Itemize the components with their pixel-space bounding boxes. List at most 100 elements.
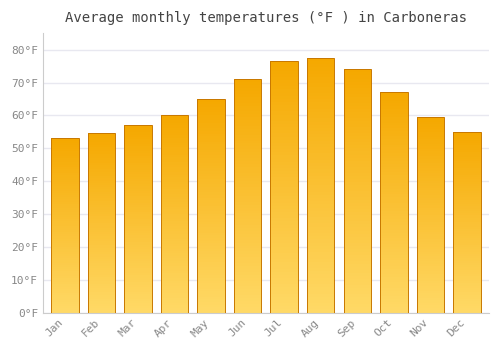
Bar	[380, 307, 407, 310]
Bar	[124, 128, 152, 130]
Bar	[234, 146, 262, 149]
Bar	[344, 282, 371, 285]
Bar	[416, 247, 444, 249]
Bar	[270, 237, 298, 240]
Bar	[234, 94, 262, 97]
Bar	[88, 263, 115, 266]
Bar	[88, 181, 115, 183]
Bar	[51, 241, 78, 243]
Bar	[454, 267, 480, 270]
Bar	[88, 225, 115, 228]
Bar	[161, 239, 188, 241]
Bar	[198, 147, 225, 150]
Bar	[234, 126, 262, 129]
Bar	[380, 244, 407, 246]
Bar	[124, 310, 152, 313]
Bar	[234, 79, 262, 82]
Bar	[416, 183, 444, 186]
Bar	[124, 275, 152, 278]
Bar	[416, 264, 444, 266]
Bar	[380, 169, 407, 172]
Bar	[124, 153, 152, 156]
Bar	[88, 203, 115, 205]
Bar	[307, 303, 334, 306]
Bar	[416, 227, 444, 230]
Bar	[161, 187, 188, 189]
Bar	[270, 155, 298, 159]
Bar	[198, 182, 225, 184]
Bar	[307, 309, 334, 313]
Bar	[270, 287, 298, 290]
Bar	[380, 293, 407, 296]
Bar	[454, 310, 480, 313]
Bar	[234, 254, 262, 257]
Bar	[344, 200, 371, 203]
Bar	[416, 134, 444, 136]
Bar	[344, 94, 371, 97]
Bar	[124, 184, 152, 186]
Bar	[198, 126, 225, 128]
Bar	[344, 203, 371, 206]
Bar	[198, 158, 225, 160]
Bar	[51, 236, 78, 239]
Bar	[344, 206, 371, 209]
Bar	[234, 257, 262, 260]
Bar	[454, 213, 480, 216]
Bar	[88, 221, 115, 223]
Bar	[416, 237, 444, 239]
Bar	[161, 165, 188, 167]
Bar	[124, 200, 152, 203]
Bar	[198, 166, 225, 168]
Bar	[161, 308, 188, 310]
Bar	[161, 217, 188, 219]
Bar	[198, 232, 225, 235]
Bar	[416, 281, 444, 283]
Bar	[416, 171, 444, 173]
Bar	[88, 156, 115, 158]
Bar	[161, 177, 188, 180]
Bar	[270, 290, 298, 294]
Bar	[416, 163, 444, 166]
Bar	[198, 174, 225, 176]
Bar	[88, 272, 115, 274]
Bar	[88, 266, 115, 268]
Bar	[51, 171, 78, 173]
Bar	[161, 135, 188, 138]
Bar	[270, 146, 298, 149]
Bar	[454, 139, 480, 141]
Bar	[198, 123, 225, 126]
Bar	[270, 165, 298, 168]
Bar	[416, 208, 444, 210]
Bar	[124, 179, 152, 182]
Bar	[307, 223, 334, 227]
Bar	[88, 192, 115, 194]
Bar	[270, 209, 298, 212]
Bar	[124, 170, 152, 172]
Bar	[51, 212, 78, 215]
Bar	[270, 102, 298, 105]
Bar	[344, 154, 371, 158]
Bar	[307, 227, 334, 230]
Bar	[307, 220, 334, 223]
Bar	[88, 230, 115, 232]
Bar	[307, 252, 334, 255]
Bar	[380, 299, 407, 302]
Bar	[270, 234, 298, 237]
Bar	[124, 156, 152, 158]
Bar	[416, 288, 444, 290]
Bar	[307, 192, 334, 195]
Bar	[416, 181, 444, 183]
Bar	[270, 130, 298, 133]
Bar	[51, 138, 78, 313]
Bar	[51, 156, 78, 158]
Bar	[454, 150, 480, 152]
Bar	[124, 158, 152, 160]
Bar	[234, 108, 262, 111]
Bar	[454, 148, 480, 150]
Bar	[270, 275, 298, 278]
Bar	[88, 232, 115, 234]
Bar	[234, 298, 262, 301]
Bar	[344, 264, 371, 267]
Bar	[454, 170, 480, 173]
Bar	[307, 306, 334, 309]
